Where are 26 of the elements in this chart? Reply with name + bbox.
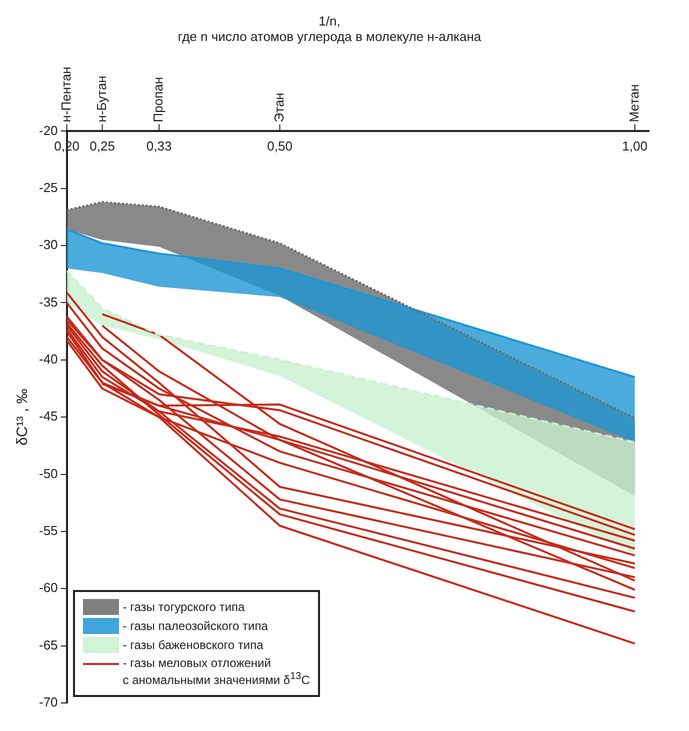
text: Пропан	[150, 76, 166, 122]
y-tick-label: -60	[38, 580, 58, 596]
y-tick-label: -40	[38, 352, 58, 366]
text: Этан	[271, 92, 286, 122]
x-tick-label: 0,50	[267, 138, 292, 154]
legend-label: - газы меловых отложений с аномальными значениями δ$^{13}$C	[122, 656, 310, 688]
y-tick-label: -20	[38, 122, 58, 138]
x-tick-label: 0,25	[90, 138, 115, 154]
y-tick-label: -65	[38, 637, 58, 652]
y-axis-title: δC¹³ , ‰	[14, 388, 32, 446]
y-tick-label: -45	[38, 408, 58, 424]
y-tick-label: -70	[38, 694, 58, 710]
y-tick-label: -35	[38, 294, 58, 310]
legend-label: - газы баженовского типа	[122, 638, 264, 652]
text: н-Пентан	[58, 66, 74, 122]
y-tick-label: -30	[38, 237, 58, 252]
x-tick-label: 0,33	[146, 138, 172, 154]
legend-label: - газы тогурского типа	[122, 600, 245, 614]
text: Метан	[626, 84, 642, 122]
x-tick-label: 1,00	[622, 138, 648, 154]
text: н-Бутан	[94, 76, 109, 122]
y-tick-label: -55	[38, 523, 58, 538]
y-tick-label: -25	[38, 180, 58, 195]
y-tick-label: -50	[38, 466, 58, 481]
chart-title: 1/n, где n число атомов углерода в молекуле н-алкана	[178, 13, 482, 44]
legend-label: - газы палеозойского типа	[122, 618, 268, 634]
